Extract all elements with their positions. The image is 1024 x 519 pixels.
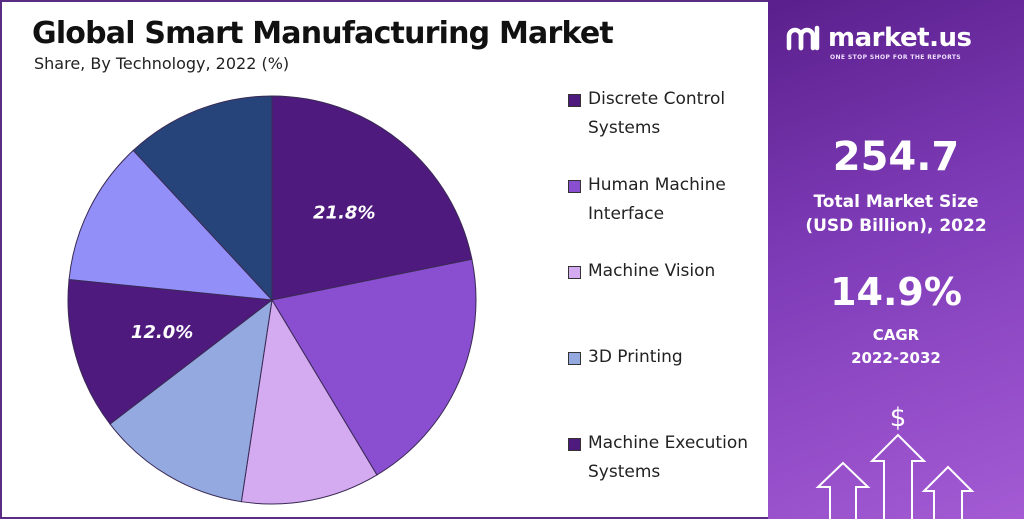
- pie-chart: 21.8% 12.0%: [67, 95, 477, 505]
- market-size-label-line1: Total Market Size: [813, 192, 979, 212]
- summary-panel: market.us ONE STOP SHOP FOR THE REPORTS …: [768, 0, 1024, 519]
- legend-swatch: [568, 180, 581, 193]
- legend-label: Machine Execution Systems: [588, 433, 748, 482]
- pie-slice-2: [271, 258, 477, 476]
- market-size-label-line2: (USD Billion), 2022: [805, 216, 987, 236]
- legend-item-human-machine-interface: Human Machine Interface: [568, 174, 758, 229]
- pie-slice-3: [240, 298, 378, 505]
- pie-slice-4: [109, 298, 273, 503]
- legend-item-discrete-control: Discrete Control Systems: [568, 88, 758, 143]
- chart-subtitle: Share, By Technology, 2022 (%): [34, 54, 290, 73]
- chart-title: Global Smart Manufacturing Market: [32, 16, 614, 51]
- growth-arrows-icon: $: [815, 403, 975, 519]
- legend-label: Human Machine Interface: [588, 175, 726, 224]
- brand: market.us: [786, 23, 972, 53]
- dollar-icon: $: [890, 403, 907, 433]
- legend-swatch: [568, 266, 581, 279]
- brand-name: market.us: [828, 23, 972, 53]
- pie-data-label-5: 12.0%: [131, 322, 193, 343]
- pie-slice-7: [132, 95, 273, 302]
- brand-tagline: ONE STOP SHOP FOR THE REPORTS: [830, 54, 962, 61]
- pie-data-label-1: 21.8%: [313, 203, 375, 224]
- legend-swatch: [568, 94, 581, 107]
- legend-item-3d-printing: 3D Printing: [568, 346, 758, 372]
- pie-labels: 21.8% 12.0%: [131, 203, 376, 344]
- brand-logo-icon: [786, 25, 820, 51]
- legend-swatch: [568, 438, 581, 451]
- legend-label: Machine Vision: [588, 261, 716, 281]
- legend-label: Discrete Control Systems: [588, 89, 726, 138]
- market-size-value: 254.7: [832, 134, 960, 180]
- pie-slices: [67, 95, 477, 505]
- legend-item-machine-execution: Machine Execution Systems: [568, 432, 758, 487]
- cagr-label: CAGR: [872, 326, 920, 344]
- legend-item-machine-vision: Machine Vision: [568, 260, 758, 286]
- legend-label: 3D Printing: [588, 347, 683, 367]
- cagr-value: 14.9%: [830, 270, 962, 314]
- cagr-period: 2022-2032: [851, 349, 941, 367]
- pie-slice-1: [271, 95, 473, 301]
- pie-slice-5: [67, 278, 274, 425]
- legend-swatch: [568, 352, 581, 365]
- pie-slice-6: [68, 149, 274, 301]
